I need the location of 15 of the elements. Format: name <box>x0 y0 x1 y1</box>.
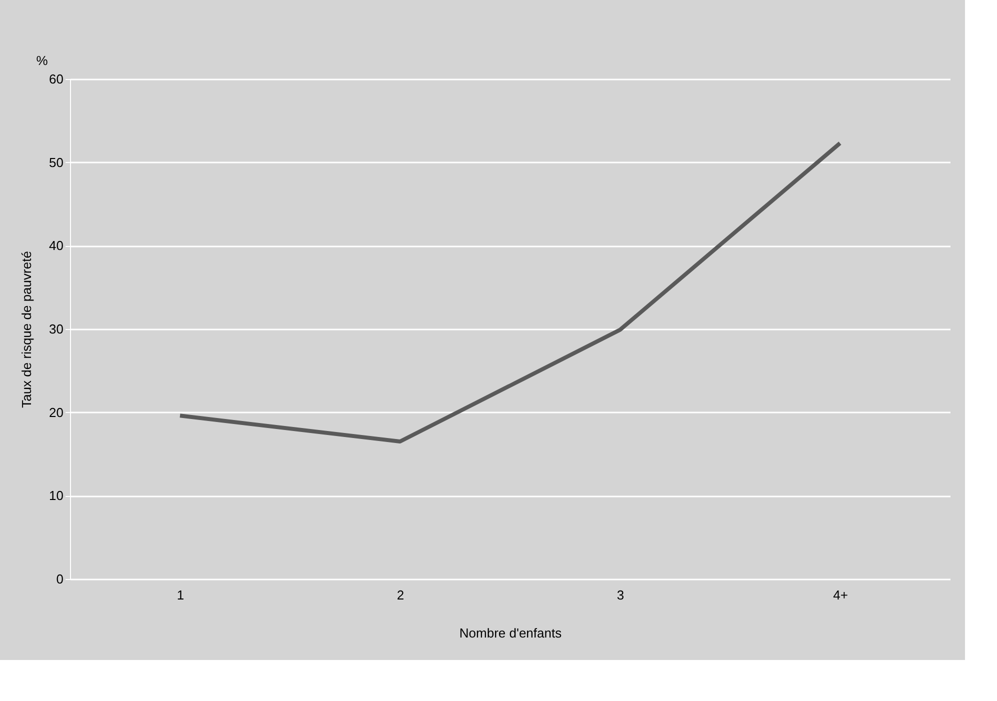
y-tick-label: 0 <box>56 572 64 586</box>
line-series <box>178 141 842 444</box>
y-tick-label: 10 <box>49 488 64 504</box>
y-tick-label: 50 <box>49 154 64 170</box>
x-axis-title: Nombre d'enfants <box>459 626 562 640</box>
x-tick-label: 2 <box>396 588 404 602</box>
x-tick-label: 3 <box>616 588 624 602</box>
x-tick-label: 4+ <box>833 588 848 602</box>
y-tick-label: 60 <box>49 72 64 86</box>
y-tick-label: 30 <box>49 322 64 336</box>
text: % <box>36 53 48 68</box>
x-tick-label: 1 <box>176 588 184 602</box>
y-tick-label: 20 <box>49 404 64 420</box>
y-tick-label: 40 <box>49 238 64 254</box>
y-axis-title: Taux de risque de pauvreté <box>19 251 34 408</box>
